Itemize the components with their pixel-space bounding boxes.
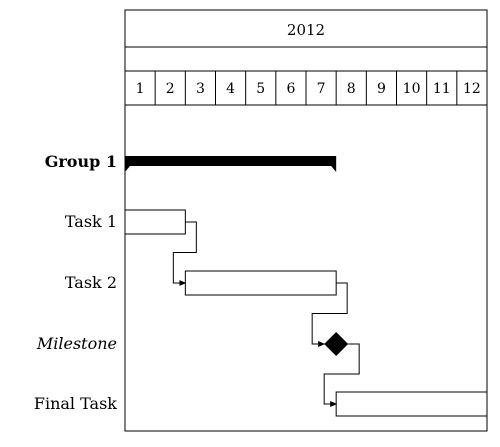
month-label: 12 [463, 81, 481, 97]
gantt-rows: Group 1 Task 1 Task 2 Milestone Final Task [34, 152, 488, 417]
task-label: Task 2 [65, 273, 117, 292]
month-label: 2 [166, 81, 175, 97]
month-label: 8 [347, 81, 356, 97]
dependency-links [172, 221, 360, 407]
month-header: 1 2 3 4 5 6 7 8 9 10 11 12 [136, 71, 481, 105]
task-label: Task 1 [65, 212, 117, 231]
dependency-link [323, 343, 360, 407]
group-label: Group 1 [45, 152, 117, 171]
task-label: Milestone [36, 334, 117, 353]
year-title: 2012 [287, 21, 325, 39]
task-label: Final Task [34, 394, 117, 413]
month-label: 10 [403, 81, 421, 97]
group-bar [125, 156, 337, 172]
dependency-link [311, 282, 348, 347]
dependency-link [172, 221, 197, 286]
month-label: 1 [136, 81, 145, 97]
task-bar [124, 209, 186, 235]
month-label: 11 [433, 81, 451, 97]
task-bar [184, 270, 337, 296]
month-label: 7 [317, 81, 326, 97]
month-label: 3 [196, 81, 205, 97]
month-label: 9 [377, 81, 386, 97]
month-label: 5 [256, 81, 265, 97]
month-label: 6 [286, 81, 295, 97]
task-bar [335, 391, 488, 417]
milestone-diamond [324, 332, 349, 356]
month-label: 4 [226, 81, 235, 97]
